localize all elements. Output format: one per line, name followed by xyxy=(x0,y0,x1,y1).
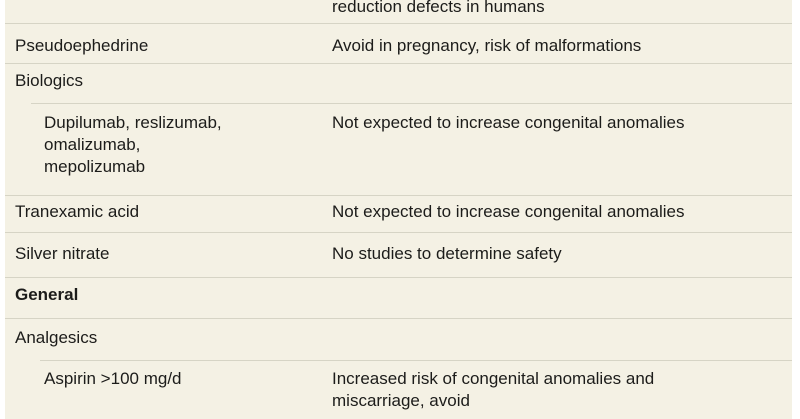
section-label: General xyxy=(15,285,79,304)
medication-cell: Tranexamic acid xyxy=(15,202,140,221)
subsection-label: Biologics xyxy=(15,71,84,90)
row-aspirin: Aspirin >100 mg/d Increased risk of cong… xyxy=(5,360,792,419)
safety-cell: Not expected to increase congenital anom… xyxy=(332,202,685,221)
row-biologics-drugs: Dupilumab, reslizumab, omalizumab, mepol… xyxy=(5,103,792,195)
medication-cell: Dupilumab, reslizumab, omalizumab, mepol… xyxy=(44,113,222,176)
safety-cell: No studies to determine safety xyxy=(332,244,562,263)
row-silver-nitrate: Silver nitrate No studies to determine s… xyxy=(5,232,792,277)
safety-cell: reduction defects in humans xyxy=(332,0,545,16)
safety-cell: Not expected to increase congenital anom… xyxy=(332,113,685,132)
row-pseudoephedrine: Pseudoephedrine Avoid in pregnancy, risk… xyxy=(5,23,792,63)
subsection-label: Analgesics xyxy=(15,328,98,347)
medication-cell: Aspirin >100 mg/d xyxy=(44,369,182,388)
medication-safety-table: reduction defects in humans Pseudoephedr… xyxy=(5,0,792,419)
row-biologics-header: Biologics xyxy=(5,63,792,103)
safety-cell: Avoid in pregnancy, risk of malformation… xyxy=(332,36,642,55)
row-analgesics-header: Analgesics xyxy=(5,318,792,360)
row-continuation: reduction defects in humans xyxy=(5,0,792,23)
row-tranexamic-acid: Tranexamic acid Not expected to increase… xyxy=(5,195,792,232)
medication-cell: Silver nitrate xyxy=(15,244,110,263)
medication-cell: Pseudoephedrine xyxy=(15,36,149,55)
safety-cell: Increased risk of congenital anomalies a… xyxy=(332,369,655,410)
row-general-header: General xyxy=(5,277,792,318)
